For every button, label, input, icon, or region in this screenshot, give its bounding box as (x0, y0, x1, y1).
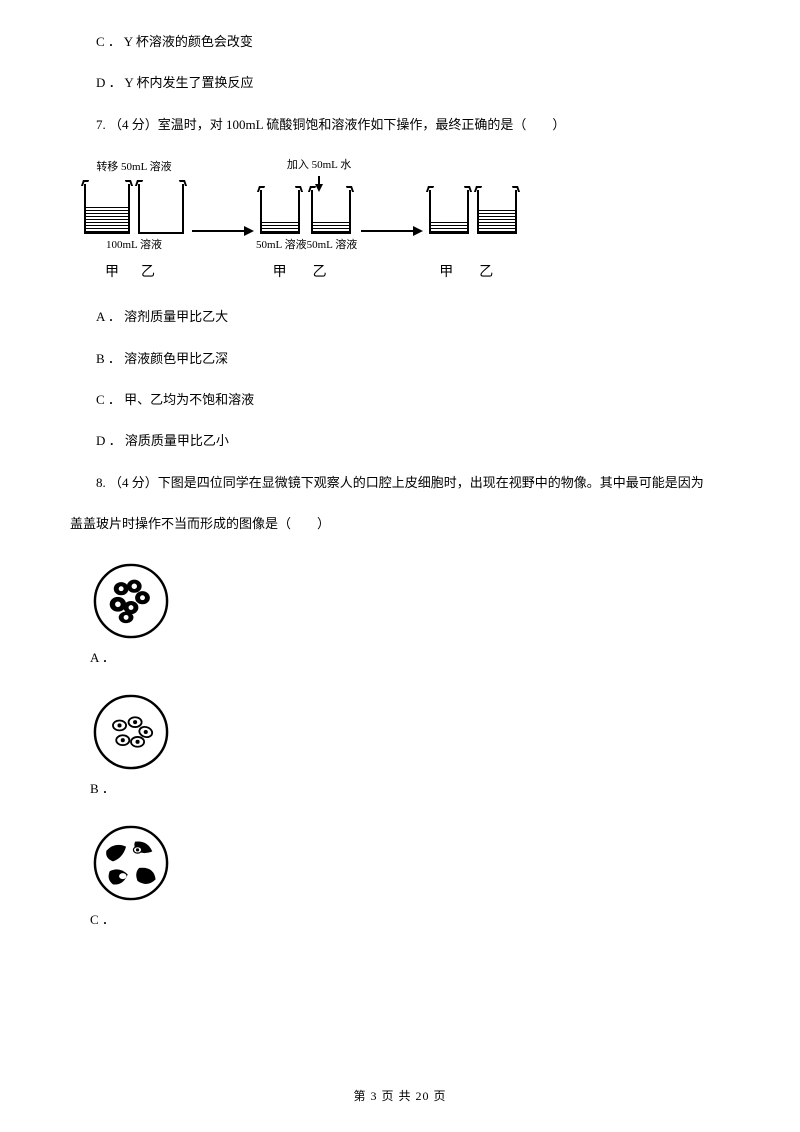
q7-stage3: 甲乙 (425, 160, 521, 285)
page-footer: 第 3 页 共 20 页 (0, 1086, 800, 1108)
beaker-yi-1 (138, 184, 184, 234)
q7-option-a: A ． 溶剂质量甲比乙大 (70, 305, 730, 328)
prev-option-c: C ． Y 杯溶液的颜色会改变 (70, 30, 730, 53)
q8-option-a: A ． (90, 646, 115, 669)
q7-diagram: 转移 50mL 溶液 100mL 溶液 甲乙 加入 50mL 水 (80, 154, 730, 285)
prev-option-d: D ． Y 杯内发生了置换反应 (70, 71, 730, 94)
q8-option-b: B ． (90, 777, 115, 800)
q7-option-b: B ． 溶液颜色甲比乙深 (70, 347, 730, 370)
beaker-jia-3 (429, 190, 469, 234)
q7-annot-add: 加入 50mL 水 (287, 159, 351, 171)
beaker-jia-2 (260, 190, 300, 234)
beaker-yi-2 (311, 190, 351, 234)
q8-stem-line1: 8. （4 分）下图是四位同学在显微镜下观察人的口腔上皮细胞时，出现在视野中的物… (70, 471, 730, 494)
microscope-view-a (90, 560, 172, 642)
label-100ml: 100mL 溶液 (106, 239, 162, 251)
label-50ml-1: 50mL 溶液 (256, 236, 307, 256)
beaker-jia-1 (84, 184, 130, 234)
q7-annot-transfer: 转移 50mL 溶液 (96, 158, 171, 178)
arrow-1 (192, 230, 252, 232)
char-jia-2: 甲 (273, 265, 313, 280)
char-yi-3: 乙 (479, 265, 519, 280)
char-yi-1: 乙 (141, 265, 177, 280)
arrow-2 (361, 230, 421, 232)
q8-stem-line2: 盖盖玻片时操作不当而形成的图像是（ ） (70, 512, 730, 535)
microscope-view-c (90, 822, 172, 904)
q7-stage2: 加入 50mL 水 50mL 溶液 50mL 溶液 甲乙 (256, 160, 357, 285)
q7-stage1: 转移 50mL 溶液 100mL 溶液 甲乙 (80, 154, 188, 285)
char-yi-2: 乙 (313, 265, 353, 280)
q8-option-c: C ． (90, 908, 115, 931)
q7-option-c: C ． 甲、乙均为不饱和溶液 (70, 388, 730, 411)
char-jia-3: 甲 (439, 265, 479, 280)
q7-stem: 7. （4 分）室温时，对 100mL 硫酸铜饱和溶液作如下操作，最终正确的是（… (70, 113, 730, 136)
char-jia-1: 甲 (105, 265, 141, 280)
beaker-yi-3 (477, 190, 517, 234)
microscope-view-b (90, 691, 172, 773)
q7-option-d: D ． 溶质质量甲比乙小 (70, 429, 730, 452)
down-arrow-icon (318, 176, 320, 190)
label-50ml-2: 50mL 溶液 (307, 236, 358, 256)
